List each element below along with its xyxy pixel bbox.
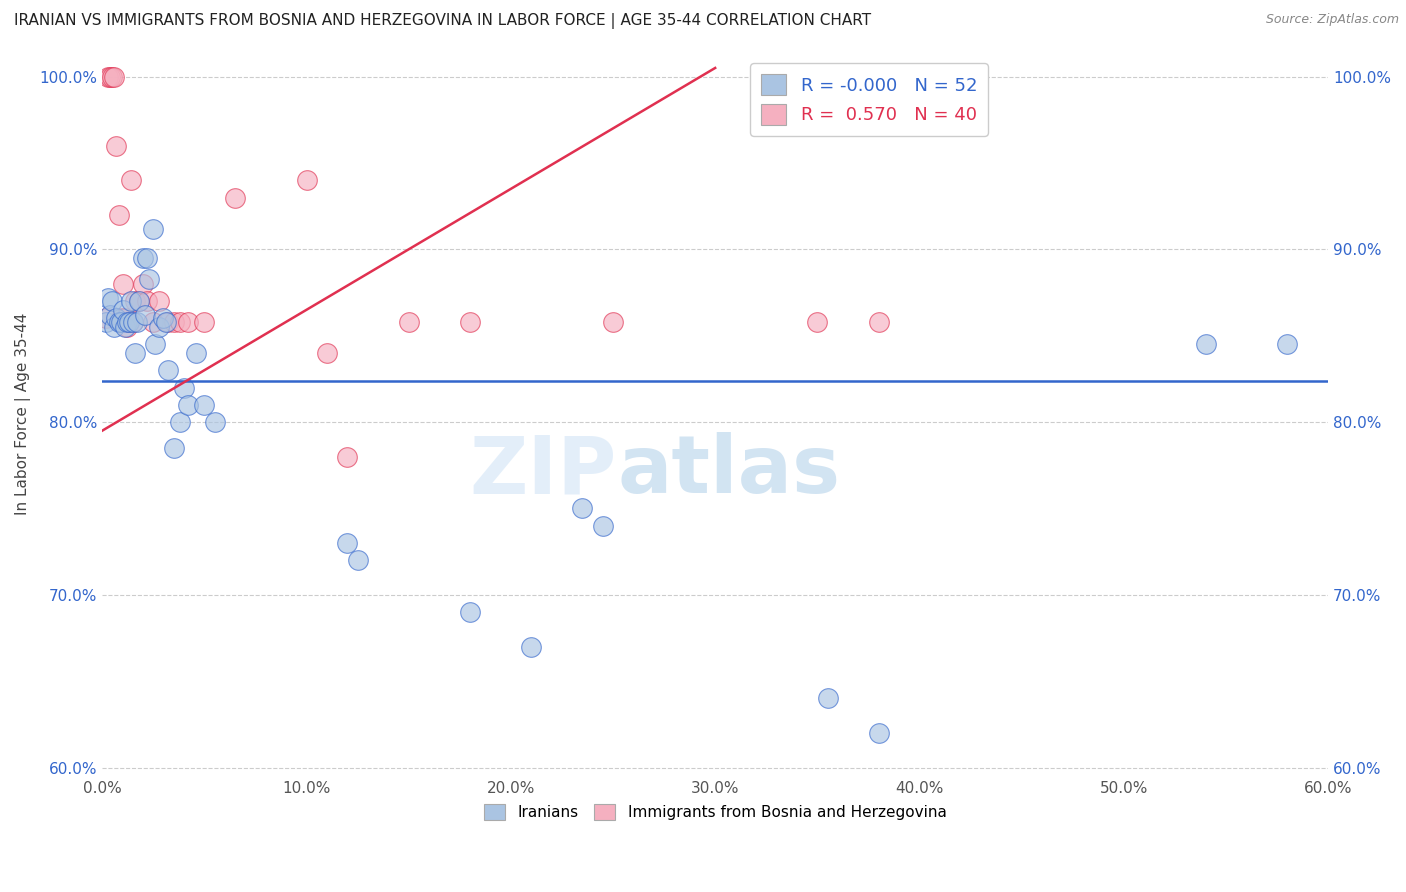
Point [193, 315, 215, 329]
Point [817, 691, 839, 706]
Point [295, 173, 318, 187]
Point [110, 311, 132, 326]
Point [156, 315, 179, 329]
Text: IRANIAN VS IMMIGRANTS FROM BOSNIA AND HERZEGOVINA IN LABOR FORCE | AGE 35-44 COR: IRANIAN VS IMMIGRANTS FROM BOSNIA AND HE… [14, 13, 872, 29]
Point [868, 315, 890, 329]
Point [128, 294, 150, 309]
Point [124, 294, 146, 309]
Point [132, 251, 155, 265]
Point [186, 346, 208, 360]
Point [134, 308, 156, 322]
Point [346, 553, 368, 567]
Point [458, 605, 481, 619]
Point [111, 302, 134, 317]
Point [138, 271, 160, 285]
Point [124, 346, 146, 360]
Text: atlas: atlas [617, 433, 841, 510]
Point [120, 173, 142, 187]
Point [101, 70, 124, 84]
Point [143, 337, 166, 351]
Point [115, 320, 138, 334]
Point [1194, 337, 1216, 351]
Point [96, 311, 118, 326]
Point [177, 315, 200, 329]
Point [806, 315, 828, 329]
Point [316, 346, 339, 360]
Point [98, 308, 121, 322]
Point [602, 315, 624, 329]
Point [115, 315, 138, 329]
Point [592, 518, 614, 533]
Point [571, 501, 593, 516]
Point [97, 70, 120, 84]
Point [118, 315, 141, 329]
Point [98, 70, 121, 84]
Point [169, 415, 191, 429]
Point [868, 726, 890, 740]
Text: Source: ZipAtlas.com: Source: ZipAtlas.com [1265, 13, 1399, 27]
Point [105, 311, 128, 326]
Point [1277, 337, 1299, 351]
Point [169, 315, 191, 329]
Point [101, 294, 124, 309]
Point [136, 294, 159, 309]
Point [177, 398, 200, 412]
Point [148, 320, 170, 334]
Point [121, 315, 143, 329]
Point [142, 315, 165, 329]
Point [96, 315, 118, 329]
Point [136, 251, 159, 265]
Point [155, 315, 177, 329]
Point [173, 380, 195, 394]
Point [193, 398, 215, 412]
Point [125, 315, 148, 329]
Point [118, 315, 141, 329]
Point [121, 315, 143, 329]
Point [156, 363, 179, 377]
Y-axis label: In Labor Force | Age 35-44: In Labor Force | Age 35-44 [15, 312, 31, 515]
Point [111, 277, 134, 291]
Point [97, 291, 120, 305]
Point [458, 315, 481, 329]
Point [163, 441, 186, 455]
Point [103, 70, 125, 84]
Point [336, 536, 359, 550]
Point [110, 315, 132, 329]
Point [152, 311, 174, 326]
Point [103, 320, 125, 334]
Point [107, 315, 129, 329]
Point [163, 315, 186, 329]
Point [398, 315, 420, 329]
Point [107, 208, 129, 222]
Point [114, 311, 136, 326]
Text: ZIP: ZIP [470, 433, 617, 510]
Point [148, 294, 170, 309]
Point [224, 190, 246, 204]
Point [142, 221, 165, 235]
Point [204, 415, 226, 429]
Point [336, 450, 359, 464]
Point [128, 294, 150, 309]
Point [520, 640, 543, 654]
Point [120, 294, 142, 309]
Point [132, 277, 155, 291]
Point [114, 320, 136, 334]
Legend: Iranians, Immigrants from Bosnia and Herzegovina: Iranians, Immigrants from Bosnia and Her… [478, 798, 952, 827]
Point [105, 138, 128, 153]
